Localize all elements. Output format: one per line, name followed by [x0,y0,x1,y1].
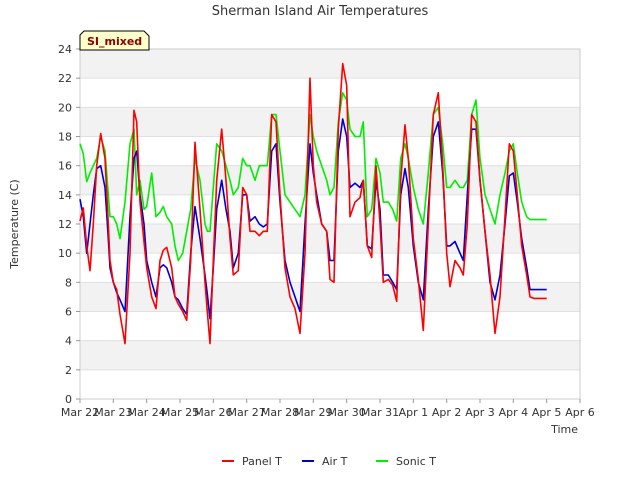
grid-band [80,194,580,224]
series-line-air-t [79,118,547,320]
x-tick-label: Apr 1 [399,406,429,419]
x-tick-label: Mar 28 [261,406,299,419]
grid-band [80,136,580,166]
grid-band [80,311,580,341]
y-axis-label: Temperature (C) [8,179,21,269]
series-lines [79,62,547,345]
x-tick-label: Apr 2 [432,406,462,419]
x-tick-label: Mar 25 [161,406,199,419]
x-tick-label: Mar 31 [361,406,399,419]
y-tick-label: 24 [58,43,72,56]
grid-band [80,107,580,137]
y-tick-label: 20 [58,101,72,114]
dataset-badge: SI_mixed [79,30,150,51]
x-tick-label: Apr 5 [532,406,562,419]
series-line-sonic-t [79,92,547,262]
grid-band [80,224,580,254]
legend-label: Air T [322,455,348,468]
x-tick-label: Mar 30 [328,406,366,419]
badge-label: SI_mixed [87,35,142,48]
legend: Panel T Air T Sonic T [222,455,436,468]
grid-band [80,165,580,195]
y-tick-label: 8 [65,276,72,289]
y-tick-label: 2 [65,364,72,377]
series-line-panel-t [79,62,547,345]
y-tick-label: 6 [65,306,72,319]
y-tick-label: 10 [58,247,72,260]
y-tick-label: 16 [58,160,72,173]
badge-box [79,30,150,51]
grid-band [80,49,580,79]
x-axis-label: Time [550,423,578,436]
y-tick-label: 22 [58,72,72,85]
y-tick-label: 14 [58,189,72,202]
x-tick-label: Apr 4 [499,406,529,419]
y-tick-label: 4 [65,335,72,348]
grid-band [80,369,580,399]
y-tick-label: 18 [58,131,72,144]
grid-band [80,282,580,312]
legend-label: Sonic T [396,455,436,468]
x-tick-label: Mar 26 [194,406,232,419]
x-tick-label: Mar 23 [94,406,132,419]
x-tick-label: Mar 29 [294,406,332,419]
x-tick-label: Mar 27 [228,406,266,419]
x-tick-label: Mar 24 [128,406,166,419]
legend-label: Panel T [242,455,282,468]
x-tick-label: Apr 6 [565,406,595,419]
chart-title: Sherman Island Air Temperatures [212,4,429,19]
x-tick-label: Mar 22 [61,406,99,419]
y-tick-label: 0 [65,393,72,406]
grid-band [80,78,580,108]
y-tick-label: 12 [58,218,72,231]
x-tick-label: Apr 3 [465,406,495,419]
grid-band [80,340,580,370]
